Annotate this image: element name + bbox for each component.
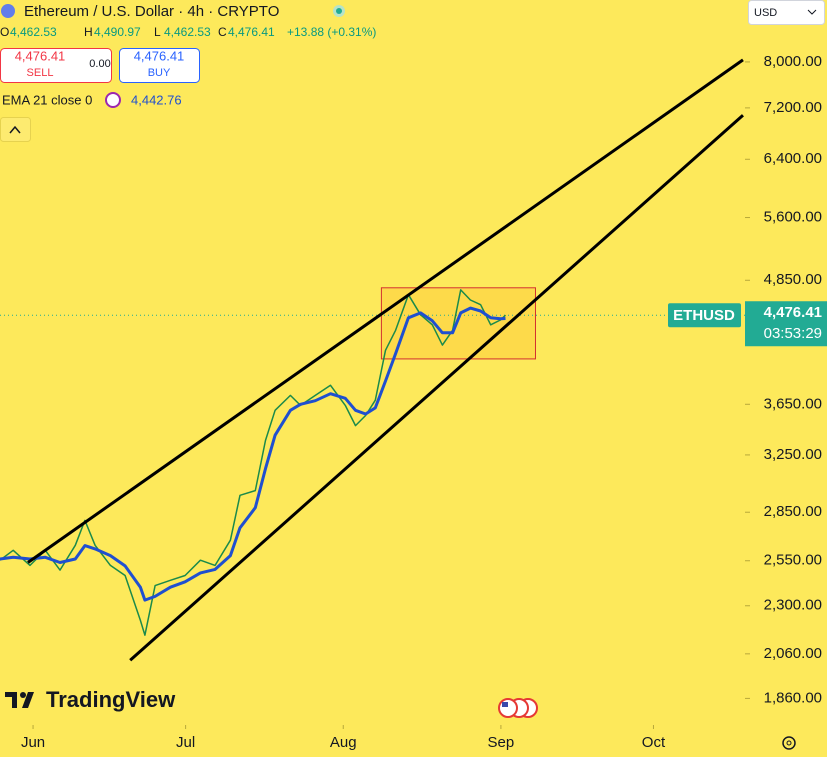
currency-chevron bbox=[807, 9, 817, 15]
collapse-button[interactable] bbox=[0, 117, 31, 142]
y-tick-label: 1,860.00 bbox=[764, 689, 822, 706]
x-tick-label: Aug bbox=[330, 734, 357, 751]
y-tick-label: 8,000.00 bbox=[764, 53, 822, 70]
title: Ethereum / U.S. Dollar · 4h · CRYPTO bbox=[24, 3, 279, 20]
sell-label: SELL bbox=[27, 67, 54, 79]
change: +13.88 (+0.31%) bbox=[287, 25, 376, 39]
indicator-icon[interactable] bbox=[105, 92, 121, 108]
sell-button[interactable] bbox=[0, 48, 112, 83]
sell-price: 4,476.41 bbox=[15, 48, 66, 63]
y-tick-label: 2,060.00 bbox=[764, 645, 822, 662]
indicator-value: 4,442.76 bbox=[131, 92, 182, 107]
gear-center bbox=[786, 740, 792, 746]
y-tick-label: 2,300.00 bbox=[764, 597, 822, 614]
trend-line bbox=[27, 58, 744, 564]
logo: TradingView bbox=[5, 687, 176, 712]
ema-line bbox=[0, 306, 506, 602]
flag-ring bbox=[498, 698, 518, 718]
symbol-icon bbox=[1, 4, 15, 18]
ohlc-value: 4,462.53 bbox=[10, 25, 57, 39]
ohlc-key: O bbox=[0, 25, 9, 39]
spread: 0.00 bbox=[89, 58, 110, 70]
logo-mark bbox=[22, 692, 34, 708]
x-tick-label: Jul bbox=[176, 734, 195, 751]
logo-mark bbox=[20, 692, 26, 698]
collapse-icon bbox=[9, 125, 21, 134]
currency: USD bbox=[754, 7, 777, 19]
ohlc-key: H bbox=[84, 25, 93, 39]
y-tick-label: 6,400.00 bbox=[764, 150, 822, 167]
logo-mark bbox=[5, 692, 17, 708]
price-tag-countdown: 03:53:29 bbox=[764, 325, 822, 342]
x-tick-label: Sep bbox=[488, 734, 515, 751]
x-tick-label: Oct bbox=[642, 734, 666, 751]
y-tick-label: 3,650.00 bbox=[764, 395, 822, 412]
symbol-tag bbox=[668, 303, 741, 328]
flag-field bbox=[502, 702, 508, 707]
flag-icon bbox=[498, 698, 538, 718]
price-tag bbox=[745, 301, 827, 347]
ohlc-key: C bbox=[218, 25, 227, 39]
gear bbox=[782, 736, 796, 750]
buy-button[interactable] bbox=[119, 48, 200, 83]
logo-text: TradingView bbox=[46, 687, 176, 712]
price-tag-value: 4,476.41 bbox=[764, 304, 822, 321]
y-tick-label: 2,850.00 bbox=[764, 503, 822, 520]
ohlc-value: 4,490.97 bbox=[94, 25, 141, 39]
symbol-tag-text: ETHUSD bbox=[673, 307, 735, 324]
y-tick-label: 2,550.00 bbox=[764, 552, 822, 569]
x-tick-label: Jun bbox=[21, 734, 45, 751]
y-tick-label: 7,200.00 bbox=[764, 99, 822, 116]
y-tick-label: 4,850.00 bbox=[764, 271, 822, 288]
indicator-name: EMA 21 close 0 bbox=[2, 92, 92, 107]
y-tick-label: 3,250.00 bbox=[764, 446, 822, 463]
buy-label: BUY bbox=[148, 67, 171, 79]
currency-select[interactable] bbox=[748, 0, 825, 25]
buy-price: 4,476.41 bbox=[134, 48, 185, 63]
trend-line bbox=[129, 114, 744, 662]
price-line bbox=[0, 289, 507, 636]
ohlc-value: 4,476.41 bbox=[228, 25, 275, 39]
ohlc-value: 4,462.53 bbox=[164, 25, 211, 39]
ohlc-key: L bbox=[154, 25, 161, 39]
settings-icon[interactable] bbox=[782, 736, 796, 750]
status-dot-inner bbox=[336, 8, 342, 14]
y-tick-label: 5,600.00 bbox=[764, 209, 822, 226]
